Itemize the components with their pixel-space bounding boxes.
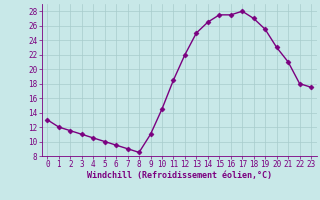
X-axis label: Windchill (Refroidissement éolien,°C): Windchill (Refroidissement éolien,°C) xyxy=(87,171,272,180)
